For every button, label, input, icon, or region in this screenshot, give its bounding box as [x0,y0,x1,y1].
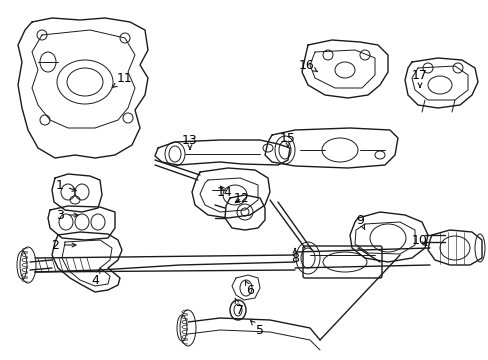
Text: 16: 16 [299,59,317,72]
Text: 9: 9 [355,213,364,229]
Text: 13: 13 [182,134,198,149]
Text: 7: 7 [235,298,244,316]
Text: 2: 2 [51,239,76,252]
Text: 15: 15 [280,131,295,147]
Text: 4: 4 [91,268,100,287]
Text: 11: 11 [112,72,133,88]
Text: 10: 10 [411,234,427,247]
Text: 8: 8 [290,249,298,265]
Text: 12: 12 [234,192,249,204]
Text: 3: 3 [56,208,78,221]
FancyBboxPatch shape [303,246,381,278]
Text: 1: 1 [56,179,76,192]
Text: 17: 17 [411,68,427,87]
Text: 14: 14 [217,185,232,198]
Text: 6: 6 [245,280,253,297]
Text: 5: 5 [250,321,264,337]
